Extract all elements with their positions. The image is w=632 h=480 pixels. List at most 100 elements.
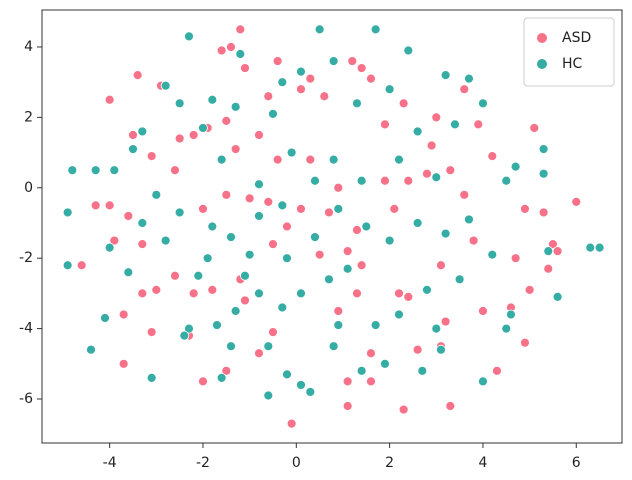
point [170, 270, 180, 281]
point [478, 376, 488, 387]
point [174, 207, 185, 218]
point [263, 196, 274, 207]
point [352, 288, 362, 299]
point [324, 207, 334, 218]
point [445, 165, 456, 176]
point [342, 401, 353, 411]
point [286, 147, 297, 158]
point [412, 126, 423, 137]
point [146, 327, 157, 338]
point [90, 165, 101, 176]
point [333, 203, 344, 214]
point [282, 253, 292, 264]
point [174, 98, 185, 109]
point [328, 154, 339, 165]
point [370, 320, 381, 330]
point [263, 390, 274, 401]
point [277, 200, 288, 211]
point [128, 130, 138, 140]
point [520, 337, 530, 348]
point [254, 211, 264, 221]
point [380, 175, 390, 186]
point [277, 302, 288, 313]
point [212, 320, 222, 330]
point [394, 309, 404, 320]
point [366, 348, 376, 359]
point [244, 249, 255, 260]
point [160, 235, 171, 246]
point [426, 140, 437, 151]
y-tick-label: -6 [19, 391, 33, 407]
legend-marker [537, 59, 547, 69]
point [305, 154, 316, 165]
point [277, 77, 288, 88]
point [104, 94, 115, 105]
point [254, 288, 264, 299]
point [510, 161, 521, 172]
point [67, 165, 78, 176]
point [207, 221, 218, 232]
y-tick-label: 4 [24, 39, 33, 55]
point [100, 313, 110, 323]
point [585, 242, 596, 253]
point [109, 165, 120, 176]
point [314, 24, 325, 35]
point [184, 323, 194, 334]
point [235, 49, 246, 59]
point [352, 98, 362, 109]
point [174, 133, 185, 144]
point [403, 45, 414, 56]
point [394, 154, 404, 165]
point [342, 263, 353, 274]
point [538, 144, 549, 154]
point [352, 225, 362, 235]
point [356, 260, 367, 271]
point [422, 284, 432, 295]
point [221, 365, 232, 376]
point [160, 80, 171, 91]
point [347, 56, 358, 66]
plot-frame [41, 9, 623, 444]
point [501, 175, 512, 186]
point [412, 218, 423, 228]
point [268, 239, 278, 250]
y-tick-label: 2 [24, 109, 33, 125]
point [319, 91, 330, 102]
point [240, 295, 250, 306]
y-tick-label: -2 [19, 250, 33, 266]
point [146, 372, 157, 383]
point [128, 144, 138, 154]
point [240, 63, 250, 73]
point [524, 284, 535, 295]
point [86, 344, 96, 355]
point [296, 66, 306, 77]
point [403, 292, 414, 302]
point [132, 70, 143, 81]
point [137, 288, 148, 299]
point [510, 253, 521, 264]
point [188, 130, 199, 140]
point [123, 267, 134, 278]
point [501, 323, 512, 334]
legend-label: ASD [562, 30, 591, 46]
point [282, 369, 292, 380]
point [548, 239, 558, 250]
point [431, 323, 442, 334]
point [538, 207, 549, 218]
point [389, 203, 400, 214]
point [473, 119, 484, 130]
point [118, 309, 129, 320]
point [324, 274, 334, 285]
point [440, 316, 451, 327]
point [310, 232, 320, 242]
point [310, 175, 320, 186]
point [109, 235, 120, 246]
point [254, 348, 264, 359]
point [226, 42, 236, 52]
point [436, 260, 446, 271]
point [230, 101, 241, 112]
point [104, 242, 115, 253]
y-tick-label: -4 [19, 321, 33, 337]
point [296, 203, 306, 214]
